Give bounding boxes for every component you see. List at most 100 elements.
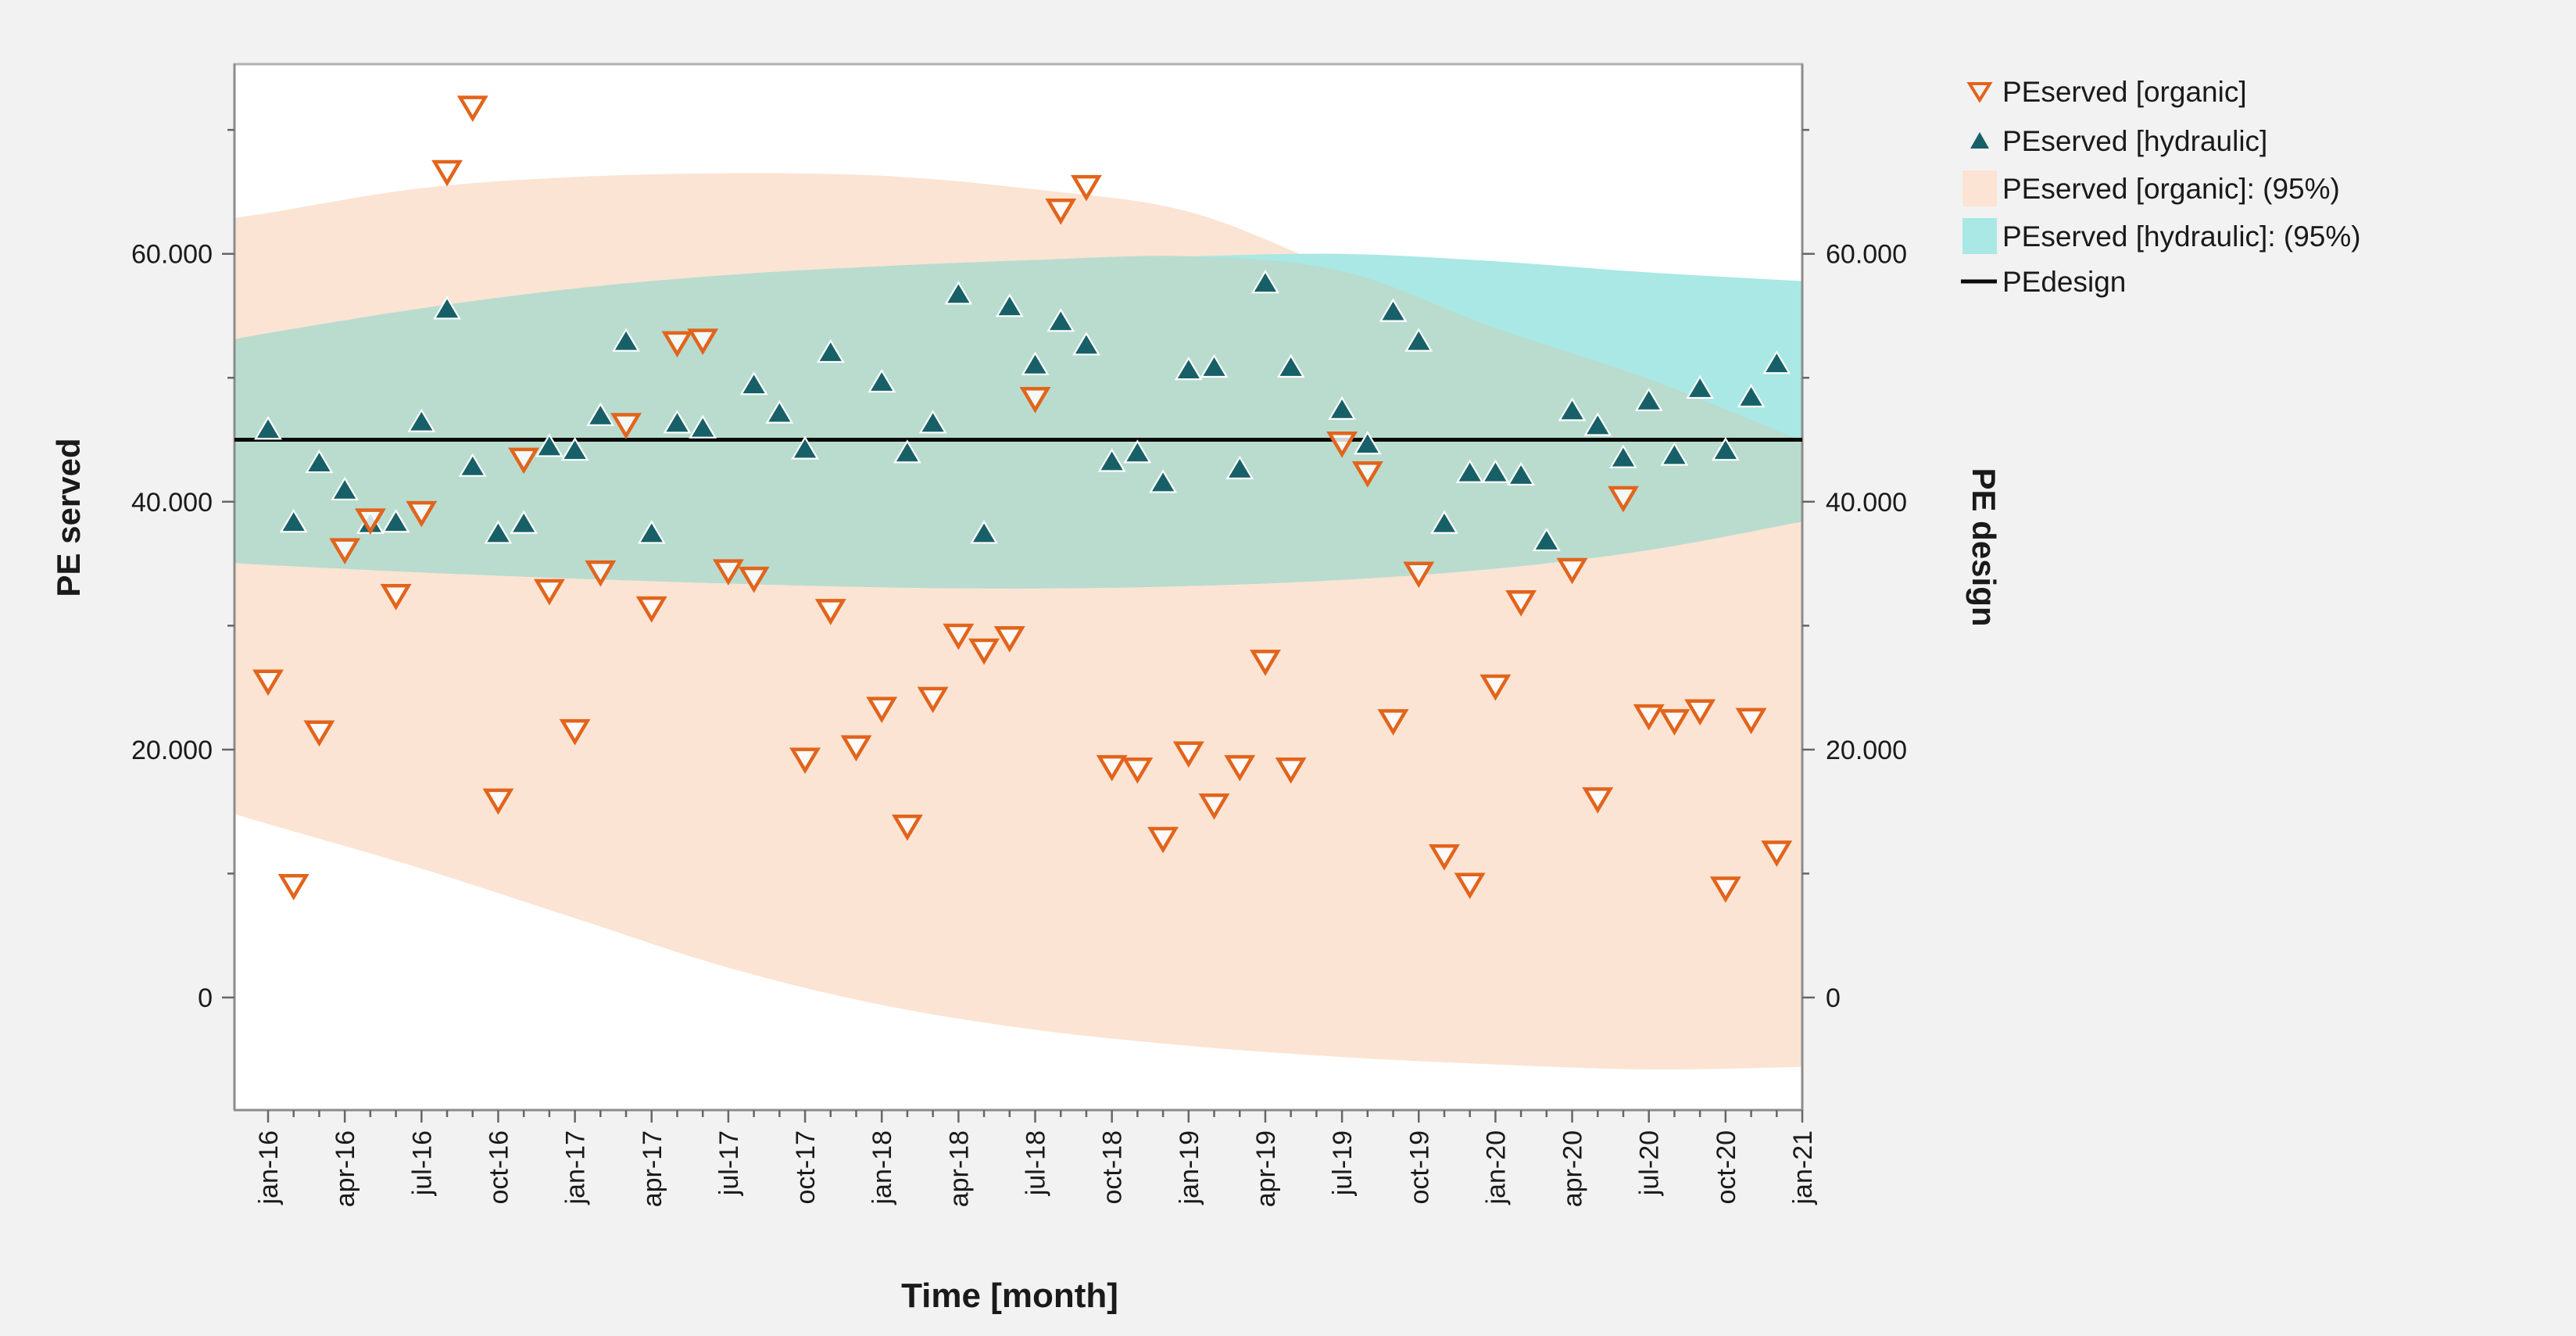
organic-point[interactable] [610,413,642,439]
hydraulic-point[interactable] [381,509,410,533]
hydraulic-point[interactable] [1225,455,1254,480]
hydraulic-point[interactable] [663,410,692,434]
hydraulic-point[interactable] [1737,383,1766,408]
legend-item[interactable]: PEdesign [1961,266,2126,298]
organic-point[interactable] [252,669,284,697]
hydraulic-point[interactable] [612,328,640,352]
hydraulic-point[interactable] [484,520,513,544]
hydraulic-point[interactable] [1251,270,1279,294]
organic-point[interactable] [1070,174,1102,202]
hydraulic-point[interactable] [970,520,999,544]
organic-point[interactable] [329,538,361,565]
organic-point[interactable] [1351,461,1383,488]
hydraulic-point[interactable] [1430,510,1458,534]
hydraulic-point[interactable] [1686,374,1715,399]
organic-point[interactable] [789,747,821,774]
organic-point[interactable] [1429,844,1460,871]
hydraulic-point[interactable] [510,510,538,534]
hydraulic-point[interactable] [331,476,360,501]
organic-point[interactable] [814,599,846,625]
hydraulic-point[interactable] [1532,527,1561,552]
hydraulic-point[interactable] [1634,387,1663,411]
hydraulic-point[interactable] [279,509,308,533]
organic-point[interactable] [559,718,591,746]
hydraulic-point[interactable] [1762,350,1791,374]
hydraulic-point[interactable] [1404,328,1433,352]
organic-point[interactable] [354,508,386,535]
hydraulic-point[interactable] [739,371,768,396]
organic-point[interactable] [303,720,335,747]
hydraulic-point[interactable] [1609,444,1637,468]
organic-point[interactable] [1250,650,1281,676]
hydraulic-point[interactable] [1046,308,1075,332]
organic-point[interactable] [1556,557,1588,585]
organic-point[interactable] [1454,872,1486,900]
organic-point[interactable] [533,578,565,606]
hydraulic-point[interactable] [791,435,819,460]
hydraulic-point[interactable] [1583,412,1612,436]
hydraulic-point[interactable] [1123,439,1152,464]
organic-point[interactable] [1275,758,1307,784]
organic-point[interactable] [406,500,438,528]
hydraulic-point[interactable] [918,410,947,434]
hydraulic-point[interactable] [535,433,564,457]
hydraulic-point[interactable] [407,408,436,432]
organic-point[interactable] [1377,709,1409,736]
organic-point[interactable] [866,697,898,723]
hydraulic-point[interactable] [1097,448,1126,472]
hydraulic-point[interactable] [560,437,589,461]
legend-item[interactable]: PEserved [hydraulic]: (95%) [1962,218,2361,254]
hydraulic-point[interactable] [637,520,666,544]
organic-point[interactable] [687,328,719,356]
organic-point[interactable] [1198,793,1230,820]
hydraulic-point[interactable] [1353,431,1382,455]
hydraulic-point[interactable] [305,449,334,474]
organic-point[interactable] [891,814,923,841]
hydraulic-point[interactable] [765,399,794,424]
hydraulic-point[interactable] [868,368,896,393]
organic-point[interactable] [1633,704,1665,731]
hydraulic-point[interactable] [1200,353,1229,378]
organic-point[interactable] [993,625,1025,653]
hydraulic-point[interactable] [1174,356,1203,381]
hydraulic-point[interactable] [1021,351,1050,375]
hydraulic-point[interactable] [995,293,1024,317]
organic-point[interactable] [1505,589,1537,617]
hydraulic-point[interactable] [1072,331,1100,356]
hydraulic-point[interactable] [458,453,487,477]
organic-point[interactable] [1735,707,1767,735]
organic-point[interactable] [1608,485,1639,513]
organic-point[interactable] [1761,840,1793,867]
organic-point[interactable] [431,159,463,187]
hydraulic-point[interactable] [1276,353,1305,378]
hydraulic-point[interactable] [1481,459,1510,483]
organic-point[interactable] [917,686,949,714]
organic-point[interactable] [1147,826,1179,854]
hydraulic-point[interactable] [1149,469,1178,493]
hydraulic-point[interactable] [1660,442,1689,466]
organic-point[interactable] [712,559,744,586]
hydraulic-point[interactable] [254,416,282,440]
organic-point[interactable] [508,447,540,475]
legend-item[interactable]: PEserved [hydraulic] [1970,125,2267,157]
organic-point[interactable] [1224,754,1256,782]
hydraulic-point[interactable] [1558,397,1587,421]
organic-point[interactable] [1045,198,1077,225]
hydraulic-point[interactable] [1328,396,1357,420]
organic-point[interactable] [1326,432,1358,458]
organic-point[interactable] [1709,876,1741,903]
hydraulic-point[interactable] [944,281,973,305]
hydraulic-point[interactable] [893,439,921,464]
hydraulic-point[interactable] [1455,459,1484,483]
hydraulic-point[interactable] [816,338,845,364]
hydraulic-point[interactable] [586,402,615,426]
legend-item[interactable]: PEserved [organic]: (95%) [1962,170,2340,206]
organic-point[interactable] [1684,699,1716,726]
organic-point[interactable] [1403,561,1435,589]
organic-point[interactable] [1582,787,1614,814]
organic-point[interactable] [1658,709,1690,736]
organic-point[interactable] [482,788,514,815]
organic-point[interactable] [635,596,667,623]
hydraulic-point[interactable] [1507,461,1536,486]
organic-point[interactable] [1019,386,1051,414]
